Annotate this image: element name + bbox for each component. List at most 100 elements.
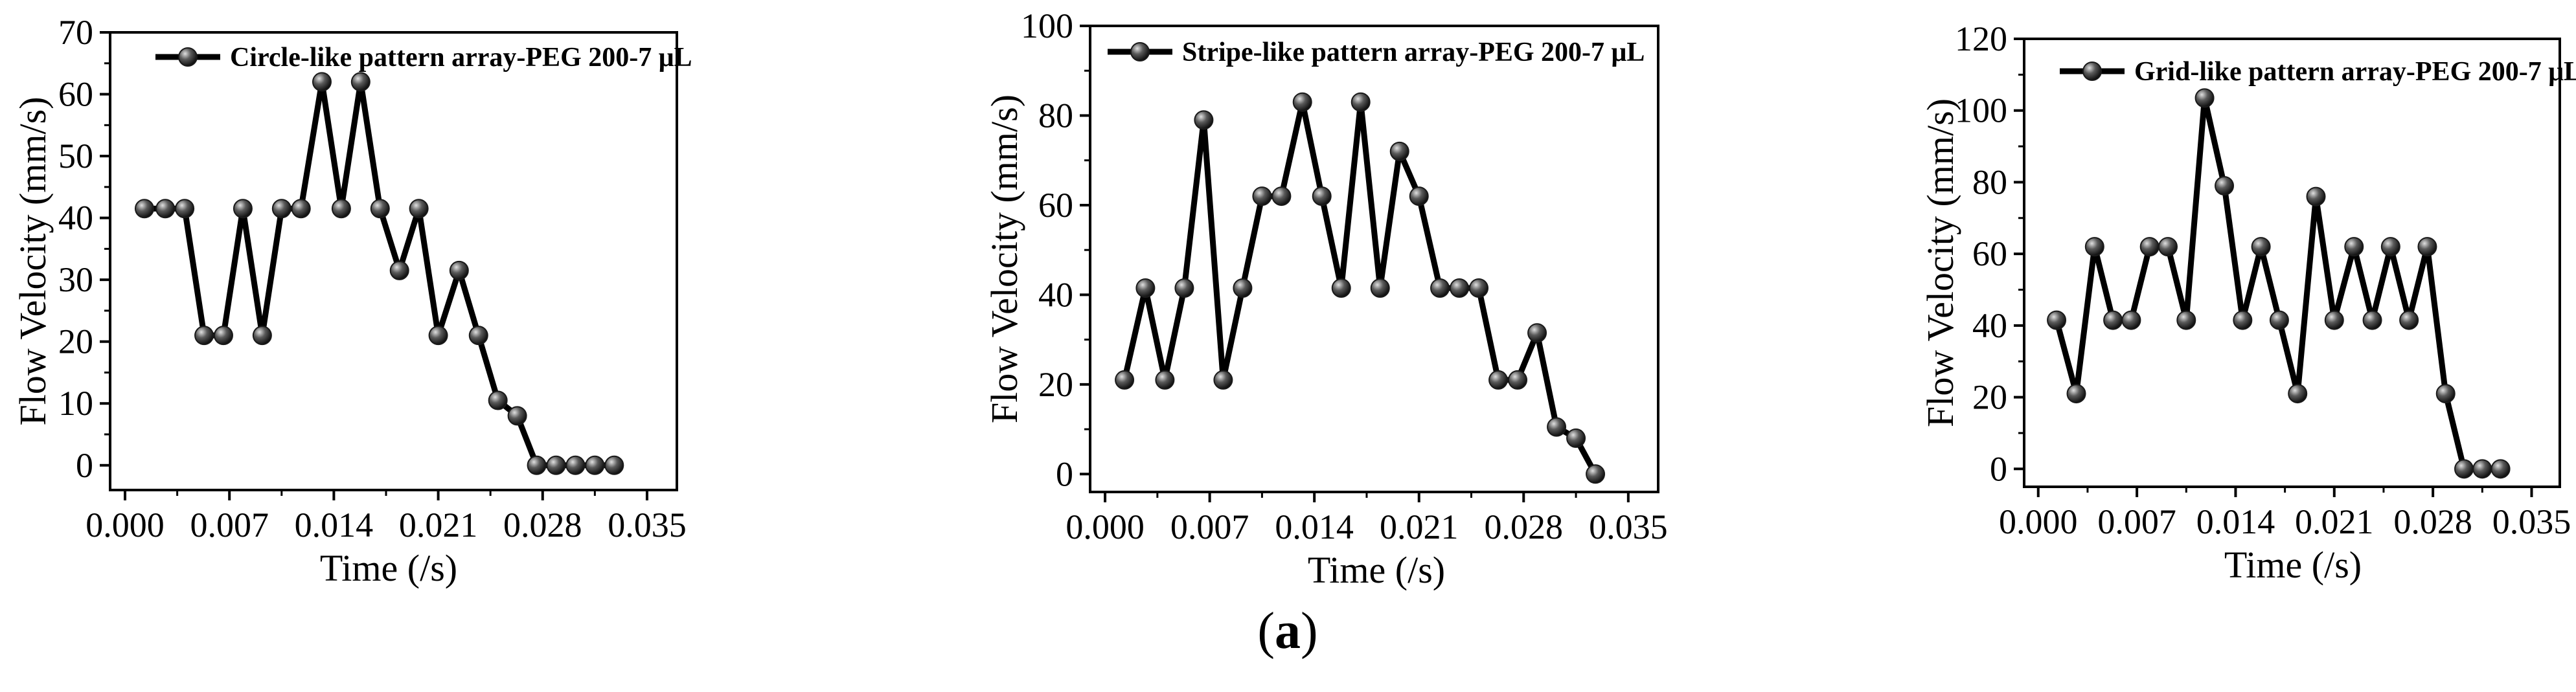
x-tick-label: 0.000 [1999, 502, 2078, 541]
data-point [1174, 278, 1194, 298]
data-point [312, 72, 332, 92]
data-point [1586, 464, 1606, 484]
x-tick-label: 0.014 [295, 506, 374, 544]
data-point [155, 199, 176, 219]
x-axis-label: Time (/s) [2224, 544, 2362, 586]
data-point [1469, 278, 1489, 298]
data-point [233, 199, 253, 219]
series-line [144, 78, 615, 469]
x-tick-label: 0.007 [1170, 508, 1249, 546]
y-tick-label: 120 [1955, 19, 2007, 58]
x-tick-label: 0.000 [85, 506, 165, 544]
y-tick-label: 60 [58, 75, 93, 114]
data-point [1488, 370, 1509, 390]
data-point [2194, 88, 2215, 108]
y-tick-label: 60 [1972, 234, 2007, 273]
data-point [1213, 370, 1233, 390]
data-point [2215, 175, 2235, 195]
data-point [134, 199, 154, 219]
data-point [546, 455, 566, 475]
data-point [2435, 384, 2456, 404]
data-point [1155, 370, 1175, 390]
y-tick-label: 40 [1038, 275, 1073, 314]
data-point [1450, 278, 1470, 298]
legend-label: Circle-like pattern array-PEG 200-7 μL [230, 43, 692, 73]
y-tick-label: 100 [1021, 6, 1073, 45]
data-point [370, 199, 390, 219]
data-point [1430, 278, 1450, 298]
x-tick-label: 0.028 [2393, 502, 2472, 541]
stripe-pattern-chart: 0.000 0.007 0.014 0.021 0.028 0.035 0 20 40 60 80 1… [983, 6, 1668, 591]
x-tick-label: 0.014 [1275, 508, 1354, 546]
data-point [331, 199, 351, 219]
data-point [2251, 237, 2271, 257]
data-point [350, 72, 370, 92]
x-tick-label: 0.021 [399, 506, 478, 544]
data-point [1312, 186, 1332, 206]
data-point [271, 199, 291, 219]
legend-marker [2082, 61, 2102, 81]
data-point [2362, 310, 2382, 330]
data-point [1527, 323, 1547, 343]
y-axis-label: Flow Velocity (mm/s) [983, 95, 1025, 423]
data-point [1508, 370, 1528, 390]
data-point [2066, 384, 2086, 404]
data-point [1409, 186, 1429, 206]
data-point [291, 199, 311, 219]
series-line [1121, 99, 1599, 476]
legend-marker [178, 47, 198, 67]
plot-frame [1089, 25, 1659, 493]
x-tick-label: 0.000 [1066, 508, 1145, 546]
y-tick-label: 100 [1955, 91, 2007, 130]
data-point [2417, 237, 2437, 257]
data-point [1351, 92, 1371, 112]
y-tick-label: 0 [1056, 454, 1073, 493]
y-tick-label: 80 [1972, 162, 2007, 201]
grid-pattern-chart: 0.000 0.007 0.014 0.021 0.028 0.035 0 20 40 60 80 1… [1919, 19, 2576, 586]
data-point [2491, 459, 2511, 479]
series-line [2053, 95, 2501, 472]
data-point [2306, 186, 2326, 206]
data-point [2084, 237, 2104, 257]
data-point [1389, 141, 1409, 161]
y-tick-label: 20 [1972, 378, 2007, 417]
data-point [507, 406, 527, 426]
y-tick-label: 10 [58, 384, 93, 423]
x-tick-label: 0.014 [2196, 502, 2275, 541]
y-axis-label: Flow Velocity (mm/s) [1919, 98, 1961, 427]
data-point [1271, 186, 1292, 206]
data-point [2344, 237, 2364, 257]
data-point [1233, 278, 1253, 298]
data-point [585, 455, 605, 475]
data-point [2121, 310, 2141, 330]
y-tick-label: 70 [58, 13, 93, 52]
x-tick-label: 0.028 [1485, 508, 1564, 546]
data-point [565, 455, 586, 475]
data-point [252, 326, 272, 346]
data-point [428, 326, 448, 346]
y-tick-label: 40 [58, 199, 93, 238]
x-axis-label: Time (/s) [320, 547, 457, 589]
x-tick-label: 0.007 [2097, 502, 2176, 541]
data-point [194, 326, 214, 346]
data-point [2139, 237, 2160, 257]
data-point [527, 455, 547, 475]
x-tick-label: 0.035 [1589, 508, 1668, 546]
circle-pattern-chart: 0.000 0.007 0.014 0.021 0.028 0.035 0 10 20 30 40 5… [12, 13, 692, 589]
caption-letter: a [1275, 603, 1301, 660]
data-point [1115, 370, 1135, 390]
data-point [449, 260, 469, 280]
y-tick-label: 0 [1990, 449, 2007, 488]
x-tick-label: 0.035 [608, 506, 687, 544]
x-tick-label: 0.028 [503, 506, 582, 544]
y-axis-label: Flow Velocity (mm/s) [12, 96, 54, 425]
data-point [1547, 417, 1567, 437]
data-point [2380, 237, 2400, 257]
data-point [1331, 278, 1351, 298]
y-tick-label: 60 [1038, 186, 1073, 225]
data-point [2158, 237, 2178, 257]
data-point [1292, 92, 1312, 112]
plot-frame [109, 31, 678, 491]
data-point [2103, 310, 2123, 330]
